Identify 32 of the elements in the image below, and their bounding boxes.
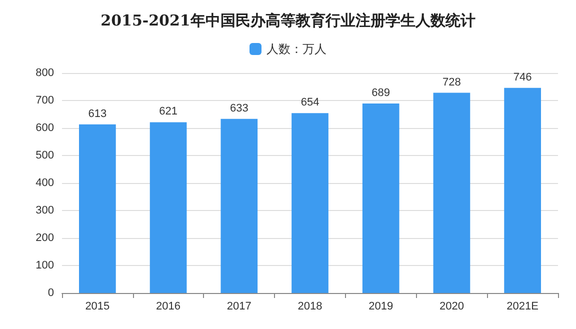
data-label: 746 [513,71,532,84]
data-label: 613 [88,108,107,120]
data-label: 621 [159,106,178,118]
bar [362,104,400,293]
chart-title: 2015-2021年中国民办高等教育行业注册学生人数统计 [100,12,476,30]
data-label: 654 [300,96,320,109]
y-tick-label: 300 [36,204,54,216]
bar [504,88,541,293]
y-tick-label: 600 [36,122,54,134]
data-label: 633 [230,102,248,114]
y-tick-label: 800 [36,67,54,79]
data-label: 728 [442,76,461,88]
data-label: 689 [372,87,390,100]
legend-label: 人数：万人 [266,42,326,56]
y-tick-label: 400 [36,177,54,189]
bar [150,122,187,293]
x-tick-label: 2021E [506,300,538,312]
y-tick-label: 700 [36,94,54,106]
bar [292,113,328,293]
x-tick-label: 2020 [439,300,464,312]
x-tick-label: 2017 [226,300,252,312]
x-tick-label: 2016 [156,300,181,312]
y-tick-label: 500 [36,150,54,162]
x-tick-label: 2018 [298,300,322,312]
y-tick-label: 200 [36,232,54,244]
x-tick-label: 2015 [85,300,110,312]
y-tick-label: 0 [48,287,54,299]
bar [79,124,116,293]
x-tick-label: 2019 [368,300,394,312]
bar [433,92,470,293]
bar [220,118,258,293]
y-tick-label: 100 [36,260,54,272]
